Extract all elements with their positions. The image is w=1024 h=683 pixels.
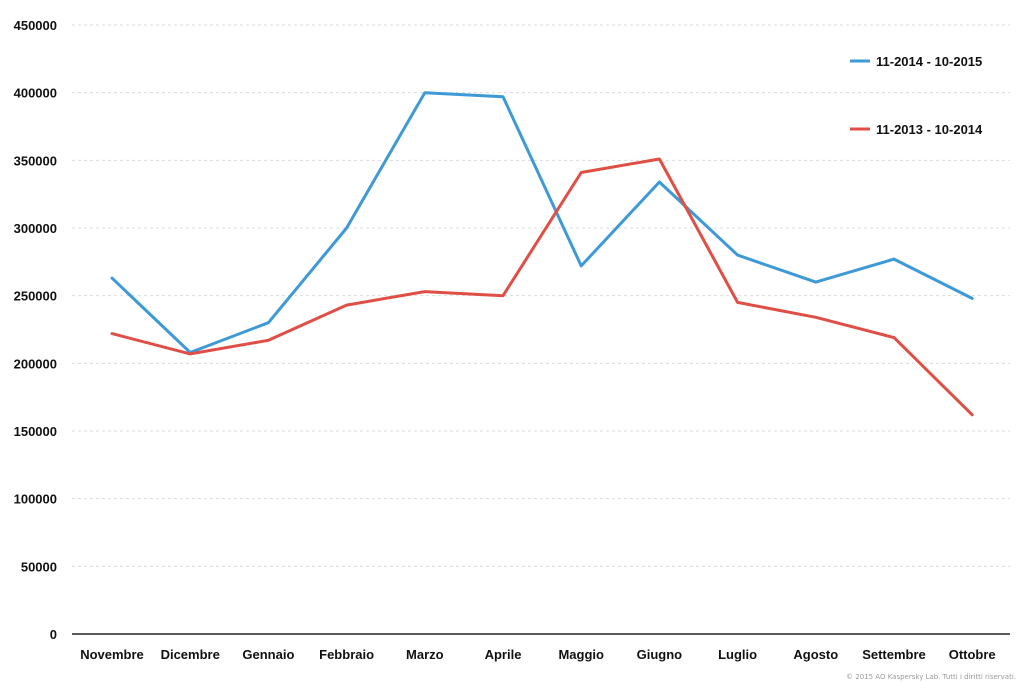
data-point <box>814 316 817 319</box>
x-tick-label: Luglio <box>718 647 757 662</box>
data-point <box>423 91 426 94</box>
y-tick-label: 0 <box>50 627 57 642</box>
y-tick-label: 50000 <box>21 559 57 574</box>
series-lines <box>110 91 974 417</box>
data-point <box>501 95 505 98</box>
data-point <box>345 226 348 230</box>
data-point <box>189 352 192 356</box>
data-point <box>736 253 739 257</box>
data-point <box>658 157 661 161</box>
x-tick-label: Gennaio <box>242 647 294 662</box>
x-tick-label: Febbraio <box>319 647 374 662</box>
data-point <box>345 303 348 307</box>
series-line-1 <box>110 91 974 354</box>
x-tick-label: Novembre <box>80 647 144 662</box>
y-tick-label: 350000 <box>14 153 57 168</box>
series-line-2 <box>110 157 974 417</box>
data-point <box>580 171 583 174</box>
gridlines <box>72 24 1010 567</box>
x-axis-ticks: Novembre Dicembre Gennaio Febbraio Marzo Apri… <box>80 647 995 662</box>
x-tick-label: Maggio <box>558 647 604 662</box>
x-tick-label: Ottobre <box>949 647 996 662</box>
y-tick-label: 400000 <box>14 86 57 101</box>
x-tick-label: Dicembre <box>161 647 220 662</box>
data-point <box>971 297 974 300</box>
y-axis-ticks: 0 50000 100000 150000 200000 250000 300000 3500… <box>14 18 57 642</box>
y-tick-label: 450000 <box>14 18 57 33</box>
data-point <box>267 321 270 324</box>
data-point <box>580 264 583 268</box>
y-tick-label: 250000 <box>14 289 57 304</box>
y-tick-label: 200000 <box>14 356 57 371</box>
legend-label: 11-2014 - 10-2015 <box>876 54 982 69</box>
data-point <box>501 294 505 297</box>
data-point <box>736 301 739 304</box>
data-point <box>892 257 896 261</box>
x-tick-label: Agosto <box>793 647 838 662</box>
data-point <box>110 276 114 280</box>
data-point <box>658 180 661 184</box>
data-point <box>814 280 817 284</box>
x-tick-label: Settembre <box>862 647 926 662</box>
x-tick-label: Aprile <box>485 647 522 662</box>
x-tick-label: Giugno <box>637 647 683 662</box>
data-point <box>423 290 426 293</box>
y-tick-label: 100000 <box>14 492 57 507</box>
data-point <box>110 332 114 335</box>
data-point <box>971 413 974 416</box>
copyright-text: © 2015 AO Kaspersky Lab. Tutti i diritti… <box>846 673 1016 681</box>
y-tick-label: 300000 <box>14 221 57 236</box>
data-point <box>267 339 270 342</box>
legend-label: 11-2013 - 10-2014 <box>876 122 983 137</box>
data-point <box>892 336 896 339</box>
y-tick-label: 150000 <box>14 424 57 439</box>
x-tick-label: Marzo <box>406 647 444 662</box>
legend: 11-2014 - 10-2015 11-2013 - 10-2014 <box>850 54 983 137</box>
